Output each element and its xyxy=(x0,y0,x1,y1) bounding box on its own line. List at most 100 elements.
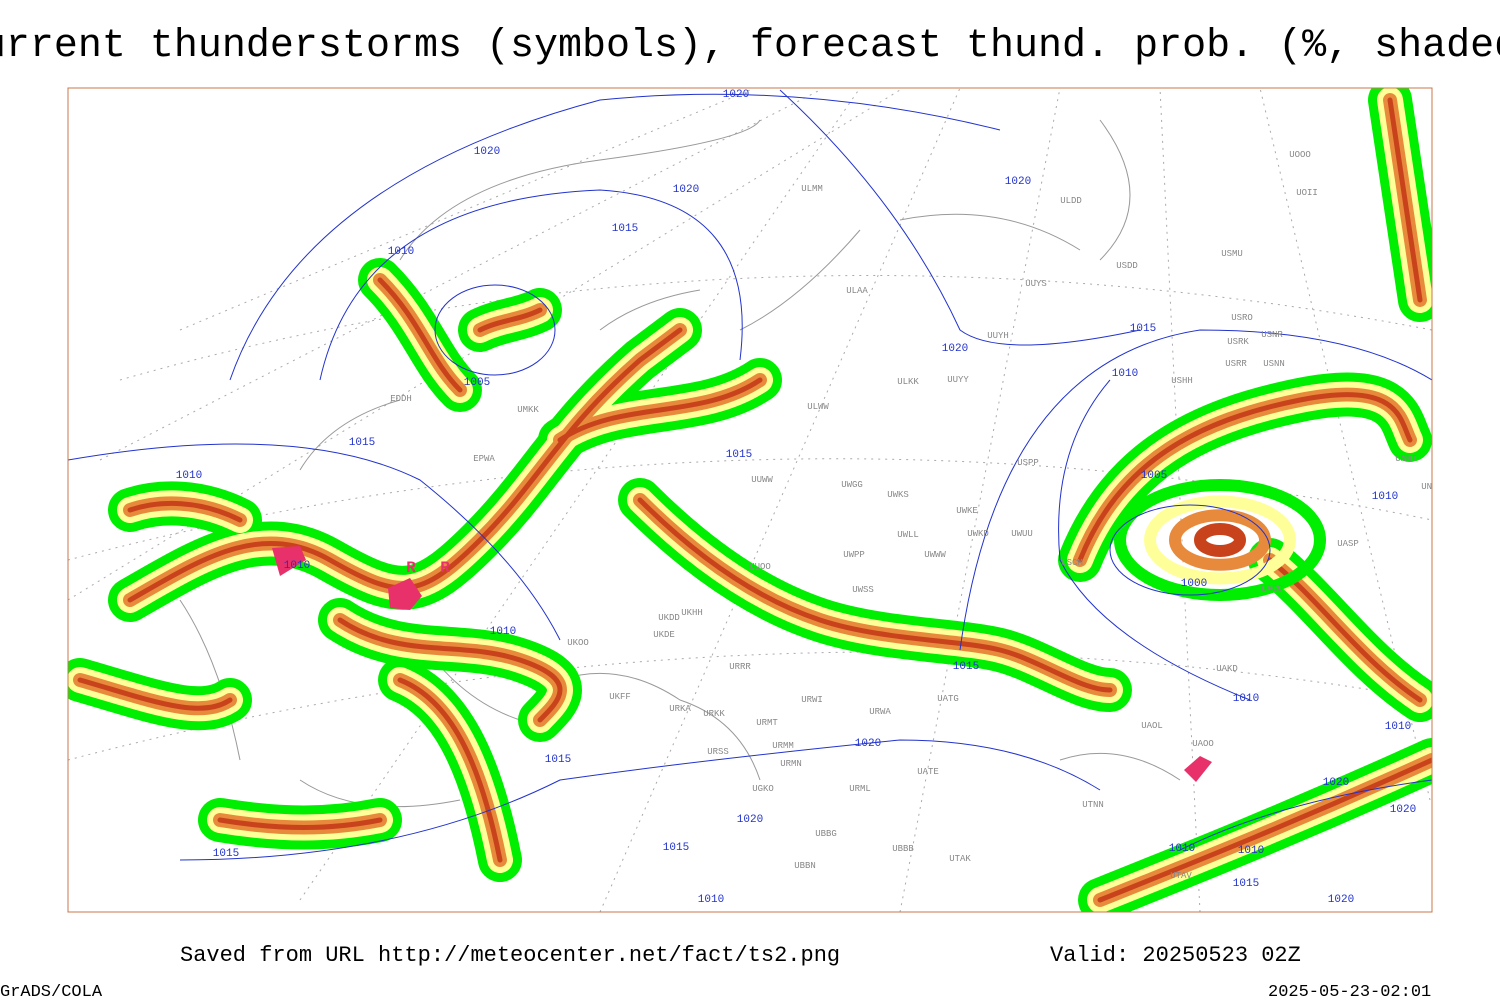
station-label: UWWW xyxy=(924,550,946,560)
isobar-label: 1020 xyxy=(723,89,749,101)
station-label: USRK xyxy=(1227,337,1249,347)
thunderstorm-area xyxy=(272,546,306,576)
map-labels: 1020 1020 1020 1015 1010 1005 1015 1010 1015 1010… xyxy=(176,89,1443,906)
station-label: UATE xyxy=(917,767,939,777)
map-frame xyxy=(67,87,1433,913)
isobar-label: 1010 xyxy=(176,470,202,482)
isobar-label: 1020 xyxy=(1005,176,1031,188)
station-label: UKDE xyxy=(653,630,675,640)
graticule xyxy=(68,88,1432,912)
station-label: USDD xyxy=(1116,261,1138,271)
station-label: URWA xyxy=(869,707,891,717)
isobar-label: 1015 xyxy=(663,842,689,854)
station-label: UWLL xyxy=(897,530,919,540)
station-label: UWKS xyxy=(887,490,909,500)
station-label: USMU xyxy=(1221,249,1243,259)
station-label: UBBN xyxy=(794,861,816,871)
station-label: USCM xyxy=(1061,558,1083,568)
isobar-label: 1015 xyxy=(953,661,979,673)
station-label: EPWA xyxy=(473,454,495,464)
station-label: USHH xyxy=(1171,376,1193,386)
station-label: UUYY xyxy=(947,375,969,385)
isobar-label: 1020 xyxy=(1323,777,1349,789)
station-label: UWKE xyxy=(956,506,978,516)
station-label: UNNT xyxy=(1395,454,1417,464)
probability-band xyxy=(217,817,383,830)
isobar-label: 1010 xyxy=(490,626,516,638)
storm-symbol: R xyxy=(440,559,450,577)
probability-band xyxy=(1114,479,1326,601)
isobar-label: 1005 xyxy=(464,377,490,389)
probability-band xyxy=(397,677,503,863)
isobar-label: 1020 xyxy=(673,184,699,196)
isobar-label: 1010 xyxy=(284,560,310,572)
station-label: UOOO xyxy=(1289,150,1311,160)
station-label: URRR xyxy=(729,662,751,672)
probability-band xyxy=(477,307,543,333)
probability-band xyxy=(1097,757,1432,903)
station-label: URKA xyxy=(669,704,691,714)
station-label: UWKD xyxy=(967,529,989,539)
station-label: UWPP xyxy=(843,550,865,560)
station-label: UUYS xyxy=(1025,279,1047,289)
station-label: UKFF xyxy=(609,692,631,702)
station-label: UBBB xyxy=(892,844,914,854)
isobar-label: 1015 xyxy=(545,754,571,766)
isobar-label: 1000 xyxy=(1181,578,1207,590)
station-label: USPP xyxy=(1017,458,1039,468)
station-label: URSS xyxy=(707,747,729,757)
probability-band xyxy=(1169,509,1271,571)
probability-band xyxy=(1387,97,1423,303)
station-label: URWI xyxy=(801,695,823,705)
isobar-label: 1020 xyxy=(737,814,763,826)
isobar-label: 1015 xyxy=(726,449,752,461)
station-label: USRR xyxy=(1225,359,1247,369)
station-label: UTAK xyxy=(949,854,971,864)
station-label: UWSS xyxy=(852,585,874,595)
probability-band xyxy=(557,377,763,443)
station-label: UKOO xyxy=(567,638,589,648)
probability-band xyxy=(633,493,1117,697)
station-label: UGKO xyxy=(752,784,774,794)
isobar-label: 1010 xyxy=(1169,843,1195,855)
station-label: USNN xyxy=(1263,359,1285,369)
isobar-label: 1020 xyxy=(1390,804,1416,816)
station-label: UOII xyxy=(1296,188,1318,198)
station-label: UNBB xyxy=(1421,482,1443,492)
station-label: UAOO xyxy=(1192,739,1214,749)
station-label: URKK xyxy=(703,709,725,719)
isobar-label: 1015 xyxy=(1130,323,1156,335)
isobar-label: 1015 xyxy=(349,437,375,449)
probability-band xyxy=(1194,523,1246,557)
station-label: USNR xyxy=(1261,330,1283,340)
station-label: ULWW xyxy=(807,402,829,412)
station-label: UMKK xyxy=(517,405,539,415)
station-label: UTAV xyxy=(1170,871,1192,881)
thunderstorm-area xyxy=(388,578,422,610)
station-label: UUYH xyxy=(987,331,1009,341)
station-label: UBBG xyxy=(815,829,837,839)
isobar-label: 1010 xyxy=(1238,845,1264,857)
station-label: UAKD xyxy=(1216,664,1238,674)
station-label: URML xyxy=(849,784,871,794)
station-label: UATG xyxy=(937,694,959,704)
station-label: URMN xyxy=(780,759,802,769)
station-label: ULDD xyxy=(1060,196,1082,206)
station-label: UWGG xyxy=(841,480,863,490)
probability-band xyxy=(1144,495,1296,585)
station-label: EDDH xyxy=(390,394,412,404)
probability-band xyxy=(127,501,243,523)
isobar-label: 1015 xyxy=(213,848,239,860)
software: GrADS/COLA xyxy=(0,983,103,1000)
station-label: URMT xyxy=(756,718,778,728)
probability-band xyxy=(77,677,233,711)
probability-band xyxy=(377,277,463,393)
isobar-label: 1010 xyxy=(388,246,414,258)
title: Current thunderstorms (symbols), forecas… xyxy=(0,24,1500,69)
station-label: USRO xyxy=(1231,313,1253,323)
station-label: URMM xyxy=(772,741,794,751)
probability-band xyxy=(1077,392,1413,563)
station-label: UACC xyxy=(1261,584,1283,594)
isobars xyxy=(68,89,1432,861)
